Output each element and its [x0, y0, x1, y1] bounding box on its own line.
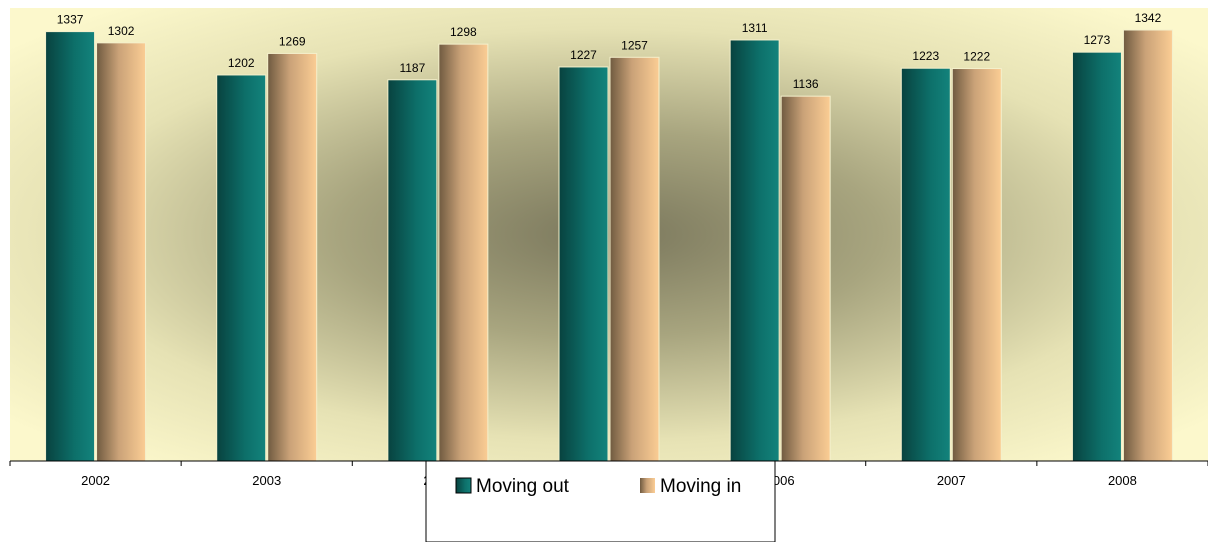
- bar-moving-out-2006: [729, 39, 780, 462]
- bar-moving-out-2008: [1071, 51, 1122, 462]
- x-tick-label-2002: 2002: [81, 473, 110, 488]
- bar-moving-in-2003: [267, 52, 318, 462]
- data-label-moving-in-2004: 1298: [450, 25, 477, 39]
- bar-moving-out-2005: [558, 66, 609, 462]
- bars-layer: [45, 29, 1173, 462]
- bar-moving-in-2006: [780, 95, 831, 462]
- data-label-moving-out-2004: 1187: [399, 61, 425, 75]
- legend-label-moving-in: Moving in: [660, 476, 741, 497]
- plot-area-background: [10, 8, 1208, 461]
- legend-label-moving-out: Moving out: [476, 476, 570, 497]
- x-tick-label-2007: 2007: [937, 473, 966, 488]
- data-label-moving-out-2003: 1202: [228, 56, 255, 70]
- data-label-moving-out-2008: 1273: [1084, 33, 1111, 47]
- bar-moving-in-2002: [96, 42, 147, 462]
- bar-moving-in-2008: [1122, 29, 1173, 462]
- data-label-moving-in-2008: 1342: [1135, 11, 1162, 25]
- data-label-moving-out-2005: 1227: [570, 48, 597, 62]
- data-label-moving-out-2006: 1311: [742, 21, 768, 35]
- data-label-moving-in-2003: 1269: [279, 34, 306, 48]
- legend-box: [425, 460, 776, 542]
- data-label-moving-in-2007: 1222: [963, 50, 990, 64]
- bar-moving-out-2002: [45, 31, 96, 462]
- bar-moving-out-2007: [900, 67, 951, 462]
- bar-moving-in-2005: [609, 56, 660, 462]
- data-labels-layer: 1337 1302 1202 1269 1187 1298 1227 1257 1311 1136…: [57, 11, 1162, 91]
- bar-moving-in-2004: [438, 43, 489, 462]
- data-label-moving-in-2005: 1257: [621, 38, 648, 52]
- data-label-moving-in-2002: 1302: [108, 24, 135, 38]
- data-label-moving-out-2007: 1223: [912, 49, 939, 63]
- data-label-moving-out-2002: 1337: [57, 13, 84, 27]
- legend: Moving out Moving in: [425, 460, 776, 542]
- bar-moving-out-2003: [216, 74, 267, 462]
- bar-moving-out-2004: [387, 79, 438, 462]
- x-tick-label-2008: 2008: [1108, 473, 1137, 488]
- legend-swatch-moving-out: [455, 477, 472, 494]
- legend-swatch-moving-in: [640, 478, 655, 493]
- bar-moving-in-2007: [951, 68, 1002, 462]
- data-label-moving-in-2006: 1136: [793, 77, 819, 91]
- x-tick-label-2003: 2003: [252, 473, 281, 488]
